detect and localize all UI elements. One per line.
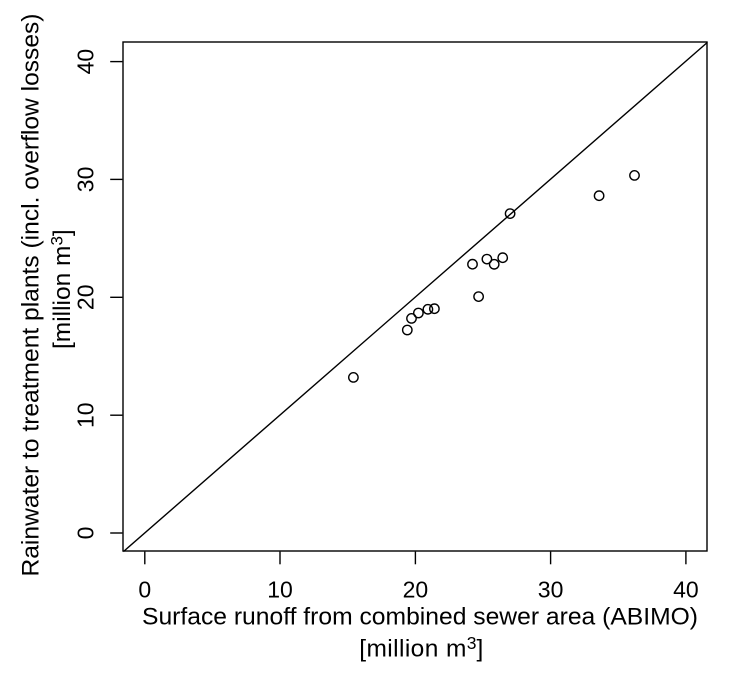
- svg-text:40: 40: [673, 577, 699, 603]
- svg-text:30: 30: [538, 577, 564, 603]
- svg-text:Surface runoff from combined s: Surface runoff from combined sewer area …: [142, 603, 698, 630]
- svg-text:0: 0: [73, 527, 99, 540]
- svg-text:40: 40: [73, 49, 99, 75]
- svg-text:10: 10: [73, 402, 99, 428]
- svg-text:0: 0: [138, 577, 151, 603]
- svg-text:20: 20: [73, 285, 99, 311]
- svg-text:Rainwater to treatment plants: Rainwater to treatment plants (incl. ove…: [17, 14, 44, 577]
- svg-text:10: 10: [267, 577, 293, 603]
- svg-text:[million m3]: [million m3]: [359, 633, 483, 663]
- svg-text:20: 20: [403, 577, 429, 603]
- svg-text:[million m3]: [million m3]: [48, 229, 77, 349]
- svg-text:30: 30: [73, 167, 99, 193]
